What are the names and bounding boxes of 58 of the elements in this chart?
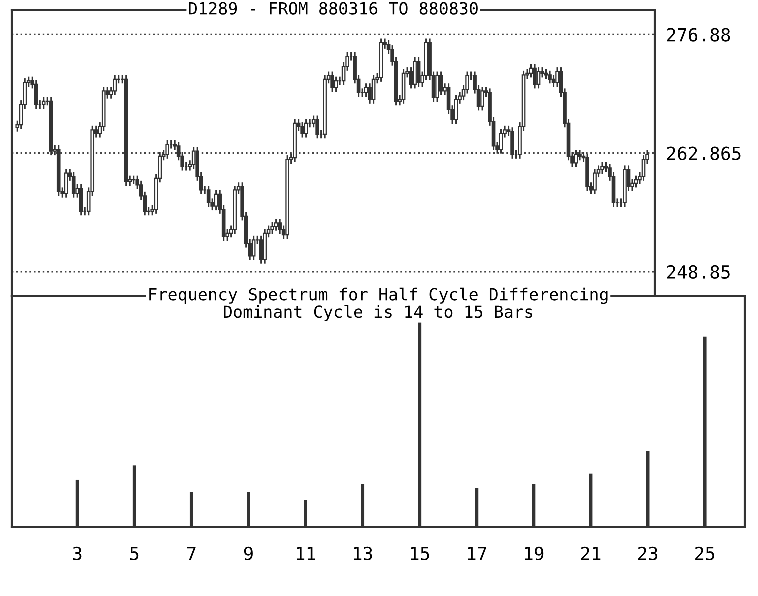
candlestick xyxy=(79,184,84,216)
y-tick-label: 262.865 xyxy=(667,146,741,160)
candlestick xyxy=(304,118,308,139)
candlestick xyxy=(113,74,118,96)
candlestick xyxy=(499,128,504,155)
candlestick xyxy=(439,71,444,96)
y-tick-label: 248.85 xyxy=(667,265,730,280)
candlestick xyxy=(34,79,38,110)
x-tick-label: 15 xyxy=(411,547,430,561)
x-tick-label: 3 xyxy=(73,546,82,561)
candlestick xyxy=(544,68,548,80)
candlestick xyxy=(533,63,537,90)
candlestick xyxy=(252,235,256,262)
x-tick-label: 17 xyxy=(468,547,486,560)
candlestick xyxy=(368,82,372,105)
candlestick xyxy=(316,115,320,140)
candlestick xyxy=(166,140,170,160)
candlestick xyxy=(578,150,582,162)
candlestick xyxy=(372,74,376,105)
chart-title: Frequency Spectrum for Half Cycle Differencing xyxy=(150,288,608,304)
candlestick xyxy=(642,154,646,182)
candlestick xyxy=(334,76,338,93)
y-tick-label: 276.88 xyxy=(667,28,730,42)
candlestick xyxy=(552,74,556,88)
candlestick xyxy=(42,96,46,110)
candlestick xyxy=(270,222,274,235)
x-tick-label: 25 xyxy=(696,546,714,561)
candlestick xyxy=(454,94,458,125)
candlestick xyxy=(548,70,552,84)
candlestick xyxy=(510,126,514,160)
candlestick xyxy=(574,150,578,168)
candlestick xyxy=(634,175,638,188)
candlestick xyxy=(416,56,421,88)
candlestick xyxy=(413,56,417,90)
candlestick xyxy=(300,122,304,139)
x-tick-label: 21 xyxy=(581,546,601,560)
candlestick xyxy=(259,235,264,265)
x-tick-label: 5 xyxy=(130,547,139,561)
candlestick xyxy=(364,82,368,98)
candlestick xyxy=(206,185,211,208)
candlestick xyxy=(536,66,541,90)
chart-subtitle: Dominant Cycle is 14 to 15 Bars xyxy=(224,305,532,322)
candlestick xyxy=(436,71,440,103)
candlestick xyxy=(214,189,218,212)
x-tick-label: 7 xyxy=(187,547,196,560)
candlestick xyxy=(600,162,604,175)
x-tick-label: 13 xyxy=(354,546,372,561)
candlestick xyxy=(64,168,68,199)
x-tick-label: 23 xyxy=(638,546,658,561)
candlestick xyxy=(480,86,484,112)
chart-title: D1289 - FROM 880316 TO 880830 xyxy=(189,2,478,15)
x-tick-label: 11 xyxy=(297,547,316,560)
candlestick xyxy=(72,172,76,199)
candlestick xyxy=(593,168,597,196)
x-tick-label: 19 xyxy=(525,546,544,561)
candlestick xyxy=(274,218,278,232)
x-tick-label: 9 xyxy=(244,546,253,561)
candlestick xyxy=(330,71,334,93)
